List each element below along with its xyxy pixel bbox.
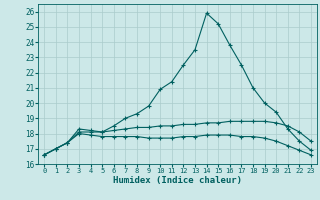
X-axis label: Humidex (Indice chaleur): Humidex (Indice chaleur) [113,176,242,185]
